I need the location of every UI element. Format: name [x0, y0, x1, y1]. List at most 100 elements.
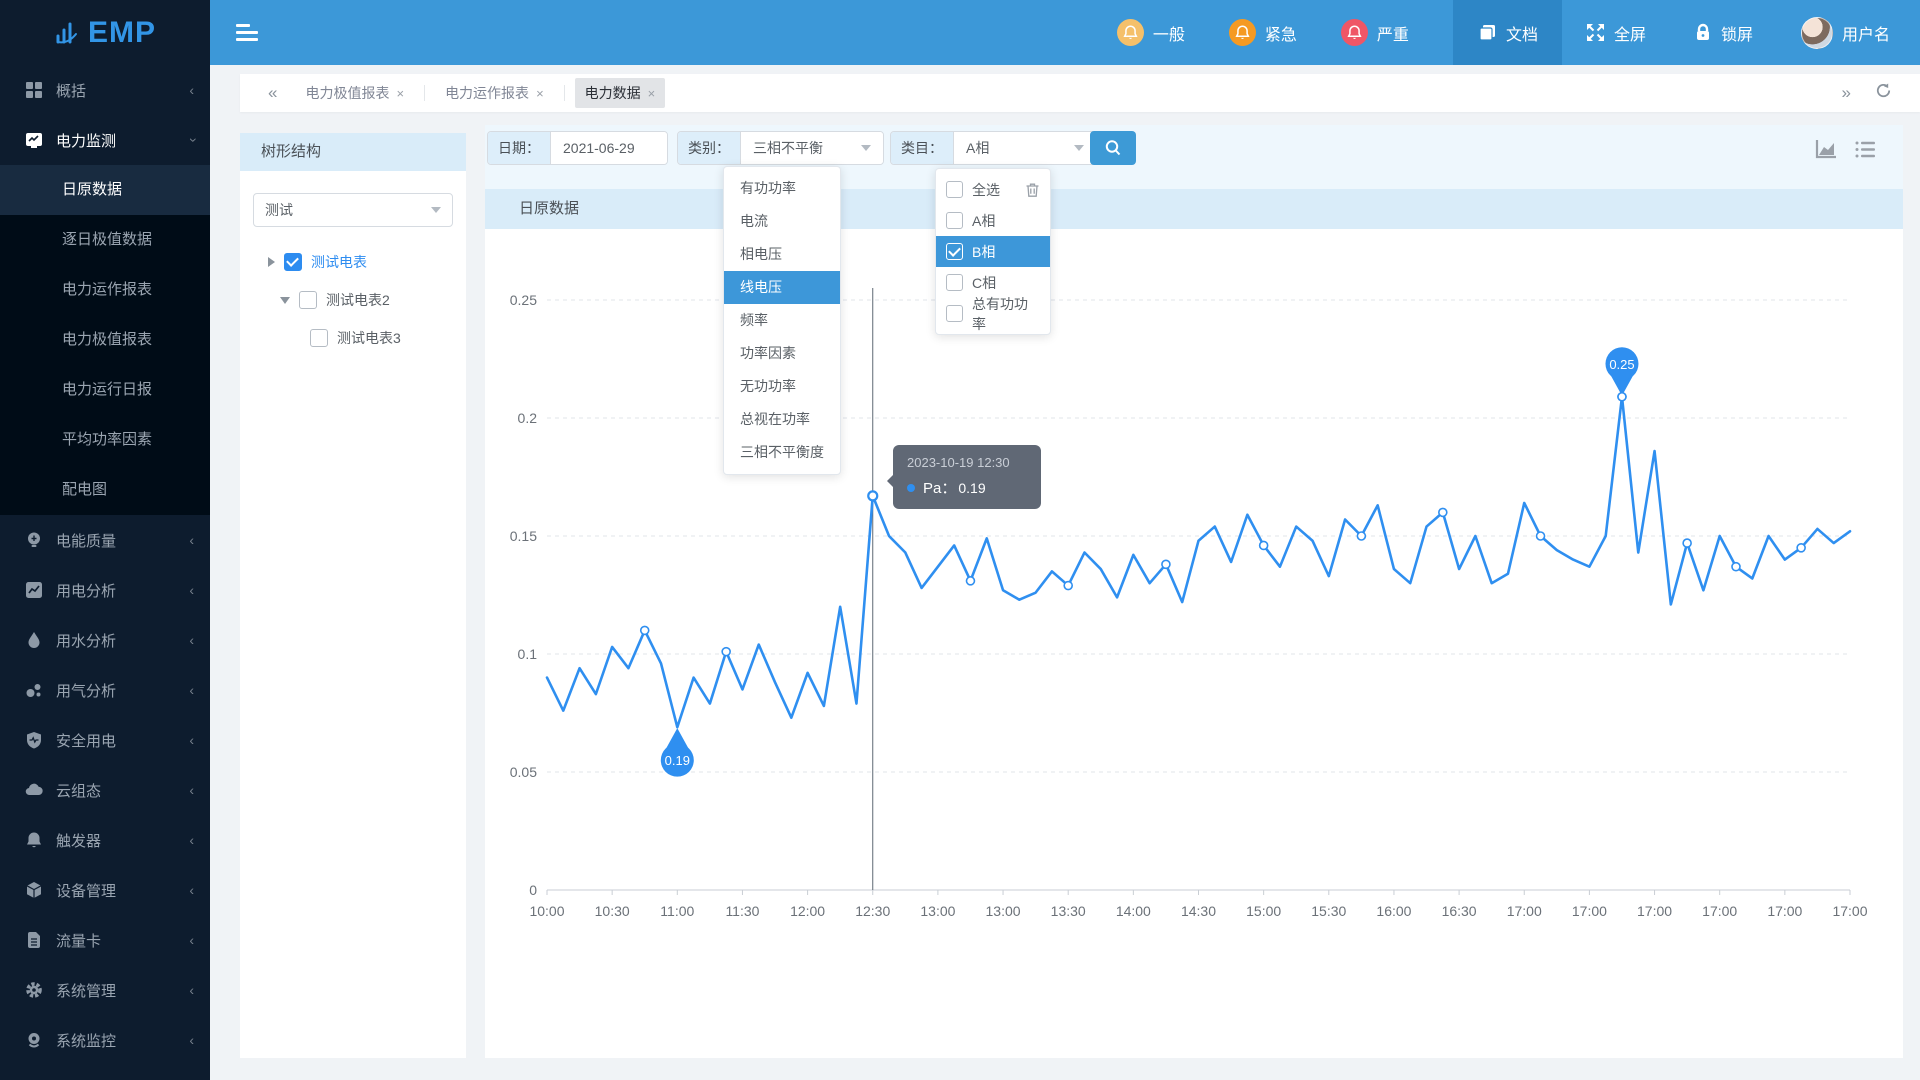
sidebar-item-water-analysis[interactable]: 用水分析 ‹ — [0, 615, 210, 665]
chevron-left-icon: ‹ — [189, 532, 194, 548]
search-button[interactable] — [1090, 131, 1136, 165]
date-input[interactable]: 2021-06-29 — [551, 132, 667, 164]
sim-icon — [24, 930, 44, 950]
tree-node-测试电表[interactable]: 测试电表 — [240, 243, 466, 281]
tree-panel-title: 树形结构 — [240, 133, 466, 171]
svg-text:14:00: 14:00 — [1116, 903, 1151, 919]
sidebar-item-safe-power[interactable]: 安全用电 ‹ — [0, 715, 210, 765]
svg-text:17:00: 17:00 — [1507, 903, 1542, 919]
svg-text:15:00: 15:00 — [1246, 903, 1281, 919]
sidebar-subitem[interactable]: 日原数据 — [0, 165, 210, 215]
tab-电力数据[interactable]: 电力数据 × — [574, 78, 666, 108]
tooltip-series-row: Pa： 0.19 — [907, 477, 1027, 498]
sidebar-item-trigger[interactable]: 触发器 ‹ — [0, 815, 210, 865]
category-option-有功功率[interactable]: 有功功率 — [740, 180, 796, 196]
option-checkbox[interactable] — [946, 243, 963, 260]
expander-open-icon[interactable] — [280, 296, 290, 304]
sidebar-subitem[interactable]: 逐日极值数据 — [62, 231, 153, 248]
topnav-user[interactable]: 用户名 — [1777, 0, 1920, 65]
category-option-三相不平衡度[interactable]: 三相不平衡度 — [740, 444, 824, 460]
option-checkbox[interactable] — [946, 305, 963, 322]
close-icon: × — [647, 85, 656, 101]
topnav-lock[interactable]: 锁屏 — [1670, 0, 1777, 65]
topnav-docs[interactable]: 文档 — [1452, 0, 1562, 65]
topnav-lock-label: 锁屏 — [1720, 26, 1753, 44]
tab-电力极值报表[interactable]: 电力极值报表 × — [295, 78, 414, 108]
sidebar-item-overview[interactable]: 概括 ‹ — [0, 65, 210, 115]
tab-separator — [424, 85, 426, 101]
tree-node-label: 测试电表3 — [337, 330, 401, 346]
svg-text:17:00: 17:00 — [1572, 903, 1607, 919]
series-dot-icon — [907, 483, 915, 492]
sidebar-subitem[interactable]: 电力运作报表 — [62, 281, 153, 298]
tree-node-测试电表3[interactable]: 测试电表3 — [240, 319, 466, 357]
category-select[interactable]: 三相不平衡 — [741, 132, 883, 164]
sidebar-item-label: 系统管理 — [56, 982, 117, 1000]
category-option-总视在功率[interactable]: 总视在功率 — [740, 411, 810, 427]
item-option-总有功功率[interactable]: 总有功功率 — [936, 296, 1050, 332]
menu-toggle-icon[interactable] — [236, 24, 258, 41]
sidebar-item-cloud-config[interactable]: 云组态 ‹ — [0, 765, 210, 815]
sidebar-subitem[interactable]: 电力运行日报 — [62, 381, 153, 398]
tab-separator — [563, 85, 565, 101]
tree-checkbox[interactable] — [310, 329, 328, 347]
option-checkbox[interactable] — [946, 274, 963, 291]
tree-checkbox[interactable] — [299, 291, 317, 309]
option-checkbox[interactable] — [946, 212, 963, 229]
sidebar-item-sim-card[interactable]: 流量卡 ‹ — [0, 915, 210, 965]
line-chart[interactable]: 0 0.05 0.1 0.15 0.2 0.25 10:00 10:30 11:00 11:30 1… — [505, 280, 1885, 940]
list-view-icon[interactable] — [1854, 139, 1877, 165]
notification-紧急[interactable]: 紧急 — [1228, 19, 1297, 46]
item-option-B相[interactable]: B相 — [936, 236, 1050, 267]
lock-icon — [1694, 23, 1712, 42]
sidebar-item-power-monitor[interactable]: 电力监测 ‹ — [0, 115, 210, 165]
tabs-collapse-icon[interactable]: « — [268, 83, 278, 102]
sidebar-item-gas-analysis[interactable]: 用气分析 ‹ — [0, 665, 210, 715]
item-option-C相[interactable]: C相 — [936, 267, 1050, 298]
item-select[interactable]: A相 — [954, 132, 1096, 164]
tree-node-测试电表2[interactable]: 测试电表2 — [240, 281, 466, 319]
chart-view-icon[interactable] — [1815, 139, 1838, 165]
logo: EMP — [0, 0, 210, 65]
svg-text:17:00: 17:00 — [1832, 903, 1867, 919]
tabs-expand-icon[interactable]: » — [1841, 83, 1851, 102]
refresh-icon[interactable] — [1875, 82, 1892, 104]
item-option-A相[interactable]: A相 — [936, 205, 1050, 236]
tabs: 电力极值报表 × 电力运作报表 × 电力数据 × — [295, 78, 666, 108]
topnav-fullscreen-label: 全屏 — [1613, 26, 1646, 44]
tab-电力运作报表[interactable]: 电力运作报表 × — [435, 78, 554, 108]
tab-label: 电力运作报表 — [445, 85, 530, 101]
category-option-功率因素[interactable]: 功率因素 — [740, 345, 796, 361]
category-option-频率[interactable]: 频率 — [740, 312, 768, 328]
svg-text:13:00: 13:00 — [986, 903, 1021, 919]
expander-closed-icon[interactable] — [268, 257, 275, 267]
sidebar-subitem[interactable]: 平均功率因素 — [62, 431, 153, 448]
notification-一般[interactable]: 一般 — [1116, 19, 1185, 46]
chartbox-icon — [24, 580, 44, 600]
category-option-无功功率[interactable]: 无功功率 — [740, 378, 796, 394]
tooltip-value: 0.19 — [958, 479, 986, 496]
sidebar-item-power-quality[interactable]: 电能质量 ‹ — [0, 515, 210, 565]
option-label: 总有功功率 — [972, 295, 1028, 332]
tree-select[interactable]: 测试 — [253, 193, 453, 227]
tab-label: 电力极值报表 — [305, 85, 390, 101]
notification-严重[interactable]: 严重 — [1340, 19, 1409, 46]
sidebar-subitem[interactable]: 电力极值报表 — [62, 331, 153, 348]
category-option-线电压[interactable]: 线电压 — [724, 271, 840, 304]
sidebar-item-system-mgmt[interactable]: 系统管理 ‹ — [0, 965, 210, 1015]
section-title: 日原数据 — [485, 189, 1903, 229]
category-option-电流[interactable]: 电流 — [740, 213, 768, 229]
item-option-全选[interactable]: 全选 — [936, 174, 1050, 205]
category-select-value: 三相不平衡 — [753, 140, 823, 156]
option-checkbox[interactable] — [946, 181, 963, 198]
sidebar-subitem[interactable]: 配电图 — [62, 481, 108, 498]
tree-checkbox[interactable] — [284, 253, 302, 271]
sidebar-item-device-mgmt[interactable]: 设备管理 ‹ — [0, 865, 210, 915]
category-option-相电压[interactable]: 相电压 — [740, 246, 782, 262]
topnav-fullscreen[interactable]: 全屏 — [1562, 0, 1670, 65]
sidebar-item-system-monitor[interactable]: 系统监控 ‹ — [0, 1015, 210, 1065]
sidebar-item-power-analysis[interactable]: 用电分析 ‹ — [0, 565, 210, 615]
trash-icon[interactable] — [1025, 182, 1040, 198]
item-filter: 类目： A相 — [890, 131, 1097, 165]
